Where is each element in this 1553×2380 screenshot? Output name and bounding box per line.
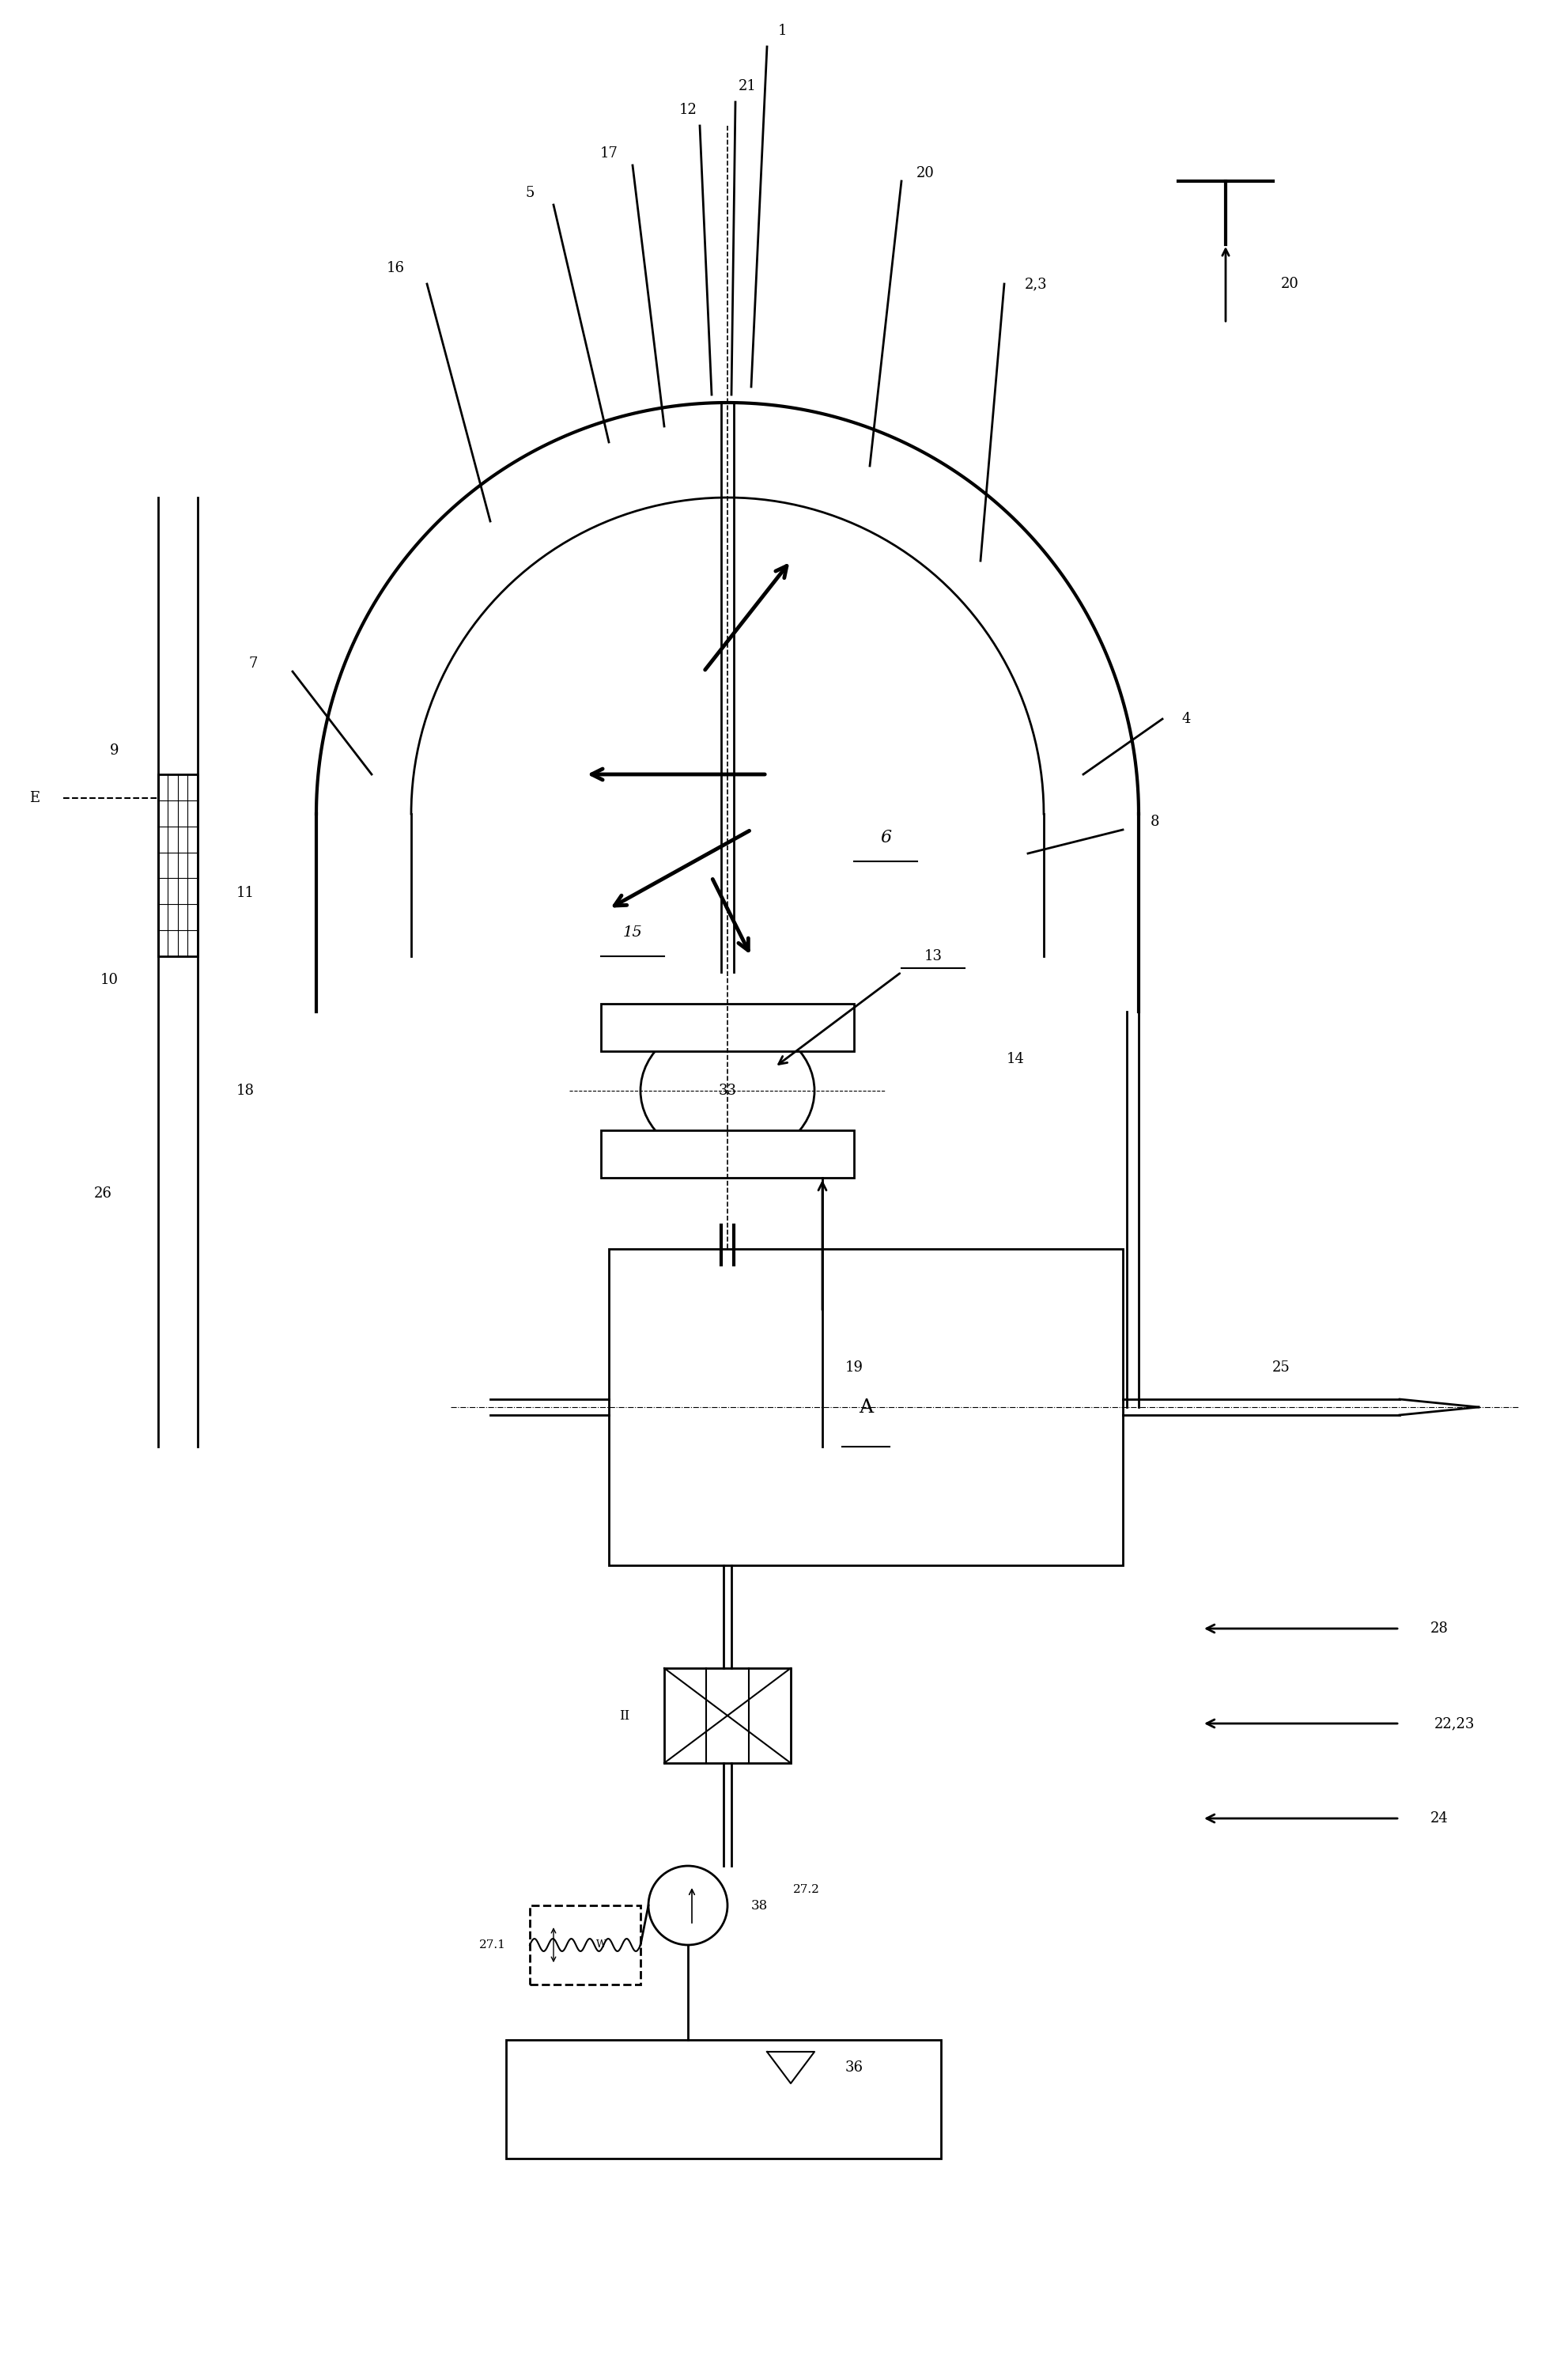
Text: 16: 16 — [387, 262, 404, 276]
Text: 7: 7 — [248, 657, 258, 671]
Text: 27.1: 27.1 — [478, 1940, 506, 1952]
Text: 1: 1 — [778, 24, 787, 38]
Bar — [530, 1906, 640, 1985]
Text: 13: 13 — [924, 950, 941, 964]
Text: 20: 20 — [1280, 276, 1298, 290]
Bar — [609, 1250, 1123, 1566]
Text: 26: 26 — [93, 1188, 112, 1200]
Bar — [663, 1668, 790, 1764]
Text: 8: 8 — [1149, 814, 1159, 828]
Text: 5: 5 — [525, 186, 534, 200]
Bar — [601, 1004, 854, 1052]
Text: 14: 14 — [1006, 1052, 1023, 1066]
Text: 20: 20 — [916, 167, 933, 181]
Circle shape — [648, 1866, 727, 1944]
Text: 19: 19 — [845, 1361, 862, 1376]
Ellipse shape — [640, 1019, 814, 1161]
Text: 27.2: 27.2 — [792, 1885, 820, 1894]
Text: 38: 38 — [750, 1899, 767, 1911]
Text: 28: 28 — [1429, 1621, 1447, 1635]
Text: 25: 25 — [1272, 1361, 1289, 1376]
Text: 11: 11 — [236, 885, 255, 900]
Text: 33: 33 — [717, 1083, 736, 1097]
Text: 15: 15 — [623, 926, 641, 940]
Text: 2,3: 2,3 — [1023, 276, 1047, 290]
Text: A: A — [859, 1397, 873, 1416]
Bar — [158, 774, 197, 957]
Text: II: II — [620, 1709, 629, 1723]
Text: 36: 36 — [845, 2061, 862, 2075]
Text: 17: 17 — [599, 145, 618, 159]
Text: W: W — [595, 1940, 606, 1949]
Bar — [506, 2040, 941, 2159]
Text: 10: 10 — [101, 973, 118, 988]
Text: 4: 4 — [1180, 712, 1190, 726]
Text: 9: 9 — [109, 743, 118, 757]
Text: 6: 6 — [879, 828, 891, 847]
Text: E: E — [30, 790, 39, 804]
Text: 24: 24 — [1429, 1811, 1447, 1825]
Text: 18: 18 — [236, 1083, 255, 1097]
Text: 21: 21 — [738, 79, 756, 93]
Text: 12: 12 — [679, 102, 697, 117]
Text: 22,23: 22,23 — [1433, 1716, 1474, 1730]
Bar — [601, 1130, 854, 1178]
